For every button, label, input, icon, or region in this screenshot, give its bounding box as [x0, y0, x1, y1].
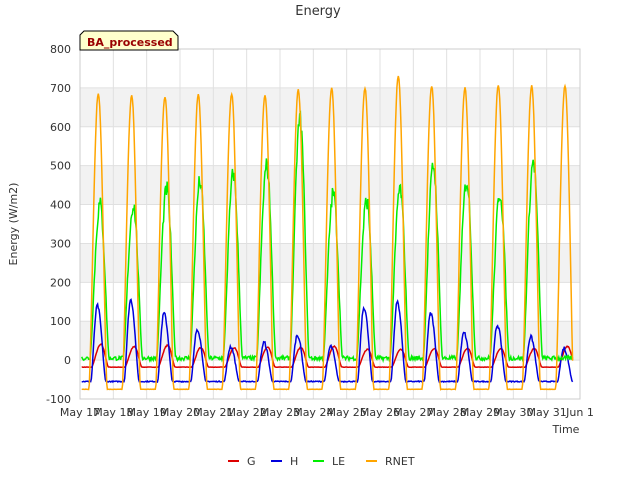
plot-frame — [79, 48, 581, 400]
x-tick-label: May 26 — [360, 406, 400, 419]
x-tick-label: May 25 — [327, 406, 367, 419]
legend: G H LE RNET — [228, 455, 415, 468]
x-tick-label: May 17 — [60, 406, 100, 419]
x-tick-label: May 22 — [227, 406, 267, 419]
y-tick-label: -100 — [46, 393, 71, 406]
y-tick-label: 700 — [50, 82, 71, 95]
y-tick-label: 500 — [50, 160, 71, 173]
x-tick-label: May 28 — [427, 406, 467, 419]
x-tick-label: May 19 — [127, 406, 167, 419]
x-tick-label: May 21 — [193, 406, 233, 419]
series-line-rnet — [81, 75, 574, 391]
y-tick-label: 300 — [50, 237, 71, 250]
legend-label: LE — [332, 455, 345, 468]
x-tick-label: May 30 — [493, 406, 533, 419]
x-axis-label: Time — [552, 423, 580, 436]
badge-box — [79, 30, 179, 51]
y-tick-label: 600 — [50, 121, 71, 134]
x-tick-label: May 20 — [160, 406, 200, 419]
x-tick-label: May 18 — [93, 406, 133, 419]
x-tick-label: May 31 — [527, 406, 567, 419]
series-layer — [81, 75, 574, 391]
legend-label: G — [247, 455, 256, 468]
x-tick-label: May 27 — [393, 406, 433, 419]
y-tick-label: 400 — [50, 199, 71, 212]
chart-title: Energy — [295, 4, 341, 19]
x-tick-label: May 24 — [293, 406, 333, 419]
legend-label: RNET — [385, 455, 415, 468]
y-tick-label: 200 — [50, 276, 71, 289]
plot-band — [80, 165, 580, 205]
series-line-h — [81, 298, 574, 384]
plot-band — [80, 243, 580, 283]
y-axis-label: Energy (W/m2) — [7, 183, 20, 266]
y-tick-label: 0 — [64, 354, 71, 367]
processed-badge: BA_processed — [79, 30, 179, 51]
x-tick-label: May 29 — [460, 406, 500, 419]
legend-label: H — [290, 455, 298, 468]
badge-text: BA_processed — [87, 36, 173, 49]
x-tick-label: Jun 1 — [565, 406, 594, 419]
x-tick-label: May 23 — [260, 406, 300, 419]
y-tick-label: 100 — [50, 315, 71, 328]
y-tick-label: 800 — [50, 43, 71, 56]
y-tick-labels: -100 0 100 200 300 400 500 600 700 800 — [46, 43, 71, 406]
